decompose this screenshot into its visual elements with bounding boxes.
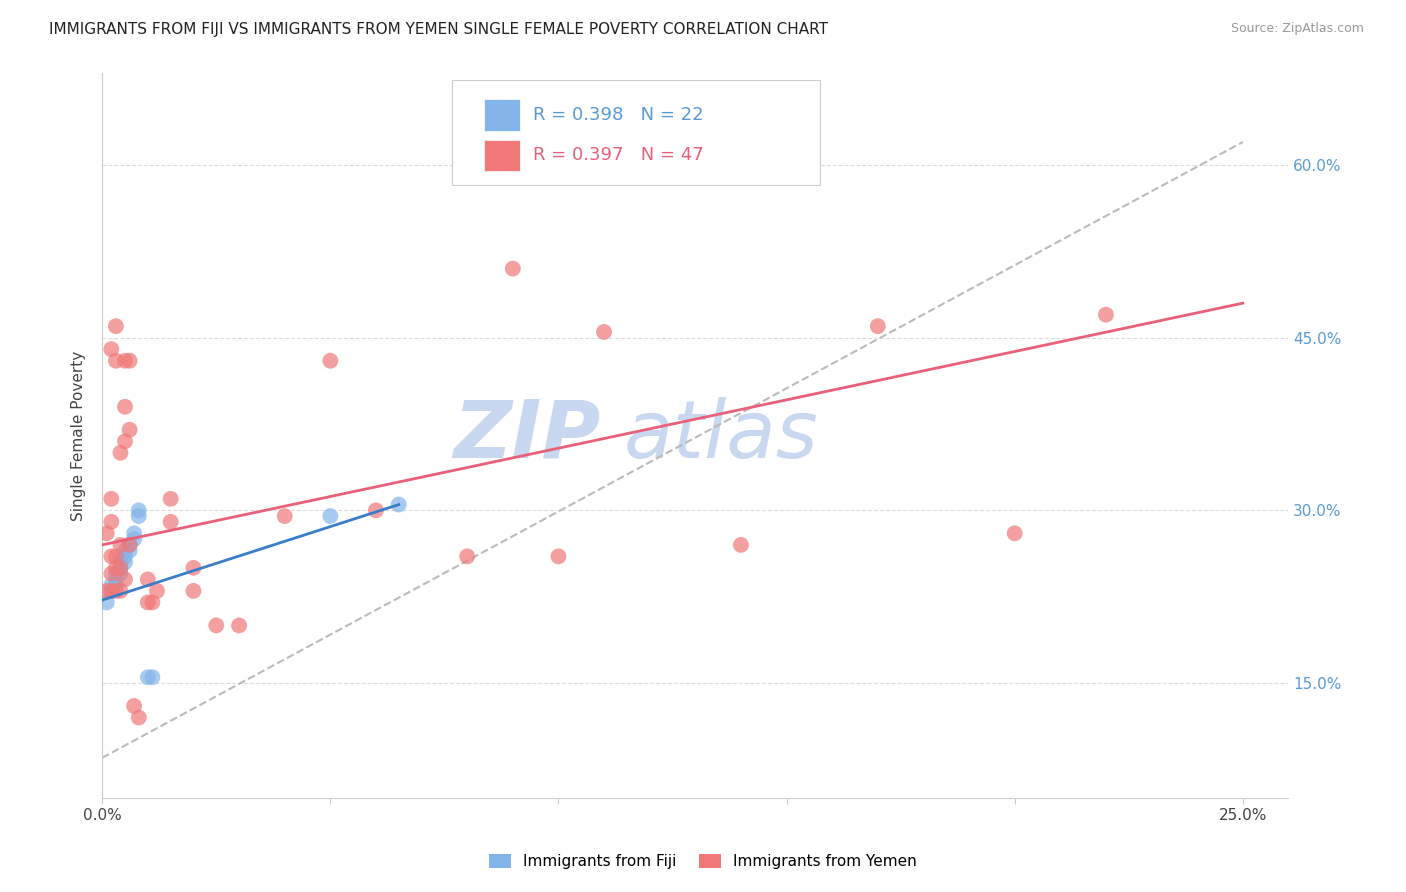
Point <box>136 670 159 684</box>
Point <box>146 583 169 598</box>
Point <box>114 434 136 449</box>
Point <box>547 549 569 564</box>
Point <box>114 573 136 587</box>
Point <box>100 583 122 598</box>
Point <box>110 538 132 552</box>
Point <box>114 549 136 564</box>
Point <box>159 515 181 529</box>
Point <box>593 325 616 339</box>
Point <box>104 573 127 587</box>
Point <box>273 509 295 524</box>
Text: IMMIGRANTS FROM FIJI VS IMMIGRANTS FROM YEMEN SINGLE FEMALE POVERTY CORRELATION : IMMIGRANTS FROM FIJI VS IMMIGRANTS FROM … <box>49 22 828 37</box>
Point <box>136 595 159 609</box>
Point <box>104 549 127 564</box>
Point <box>730 538 752 552</box>
Point <box>118 353 141 368</box>
Text: R = 0.397   N = 47: R = 0.397 N = 47 <box>533 146 703 164</box>
Point <box>388 498 411 512</box>
Point <box>104 561 127 575</box>
Point <box>141 670 163 684</box>
Point <box>100 491 122 506</box>
Point <box>110 561 132 575</box>
FancyBboxPatch shape <box>484 99 520 130</box>
Point <box>456 549 478 564</box>
Point <box>100 515 122 529</box>
Point <box>866 319 889 334</box>
Point <box>100 583 122 598</box>
Point <box>122 532 145 546</box>
Point <box>183 561 205 575</box>
Point <box>100 578 122 592</box>
Point <box>114 555 136 569</box>
FancyBboxPatch shape <box>484 139 520 171</box>
Point <box>100 342 122 356</box>
Point <box>110 555 132 569</box>
Point <box>1095 308 1118 322</box>
Point <box>159 491 181 506</box>
Point <box>110 566 132 581</box>
Point <box>114 400 136 414</box>
Point <box>114 543 136 558</box>
Point <box>100 566 122 581</box>
Point <box>104 319 127 334</box>
Point <box>110 446 132 460</box>
Point <box>118 543 141 558</box>
Point <box>118 538 141 552</box>
Point <box>128 509 150 524</box>
Point <box>110 561 132 575</box>
Point <box>96 595 118 609</box>
Point <box>104 566 127 581</box>
Point <box>110 583 132 598</box>
Point <box>96 526 118 541</box>
Point <box>364 503 387 517</box>
Point <box>118 538 141 552</box>
Point <box>141 595 163 609</box>
Point <box>502 261 524 276</box>
Point <box>183 583 205 598</box>
Point <box>128 503 150 517</box>
Point <box>104 353 127 368</box>
Text: ZIP: ZIP <box>453 397 600 475</box>
Point <box>1004 526 1026 541</box>
FancyBboxPatch shape <box>453 80 820 186</box>
Point <box>100 549 122 564</box>
Point <box>228 618 250 632</box>
Point <box>136 573 159 587</box>
Legend: Immigrants from Fiji, Immigrants from Yemen: Immigrants from Fiji, Immigrants from Ye… <box>484 847 922 875</box>
Point <box>96 583 118 598</box>
Y-axis label: Single Female Poverty: Single Female Poverty <box>72 351 86 521</box>
Point <box>128 710 150 724</box>
Point <box>104 583 127 598</box>
Point <box>104 578 127 592</box>
Text: atlas: atlas <box>624 397 818 475</box>
Point <box>205 618 228 632</box>
Point <box>122 698 145 713</box>
Point <box>118 423 141 437</box>
Text: Source: ZipAtlas.com: Source: ZipAtlas.com <box>1230 22 1364 36</box>
Text: R = 0.398   N = 22: R = 0.398 N = 22 <box>533 105 703 124</box>
Point <box>319 509 342 524</box>
Point <box>114 353 136 368</box>
Point <box>319 353 342 368</box>
Point <box>122 526 145 541</box>
